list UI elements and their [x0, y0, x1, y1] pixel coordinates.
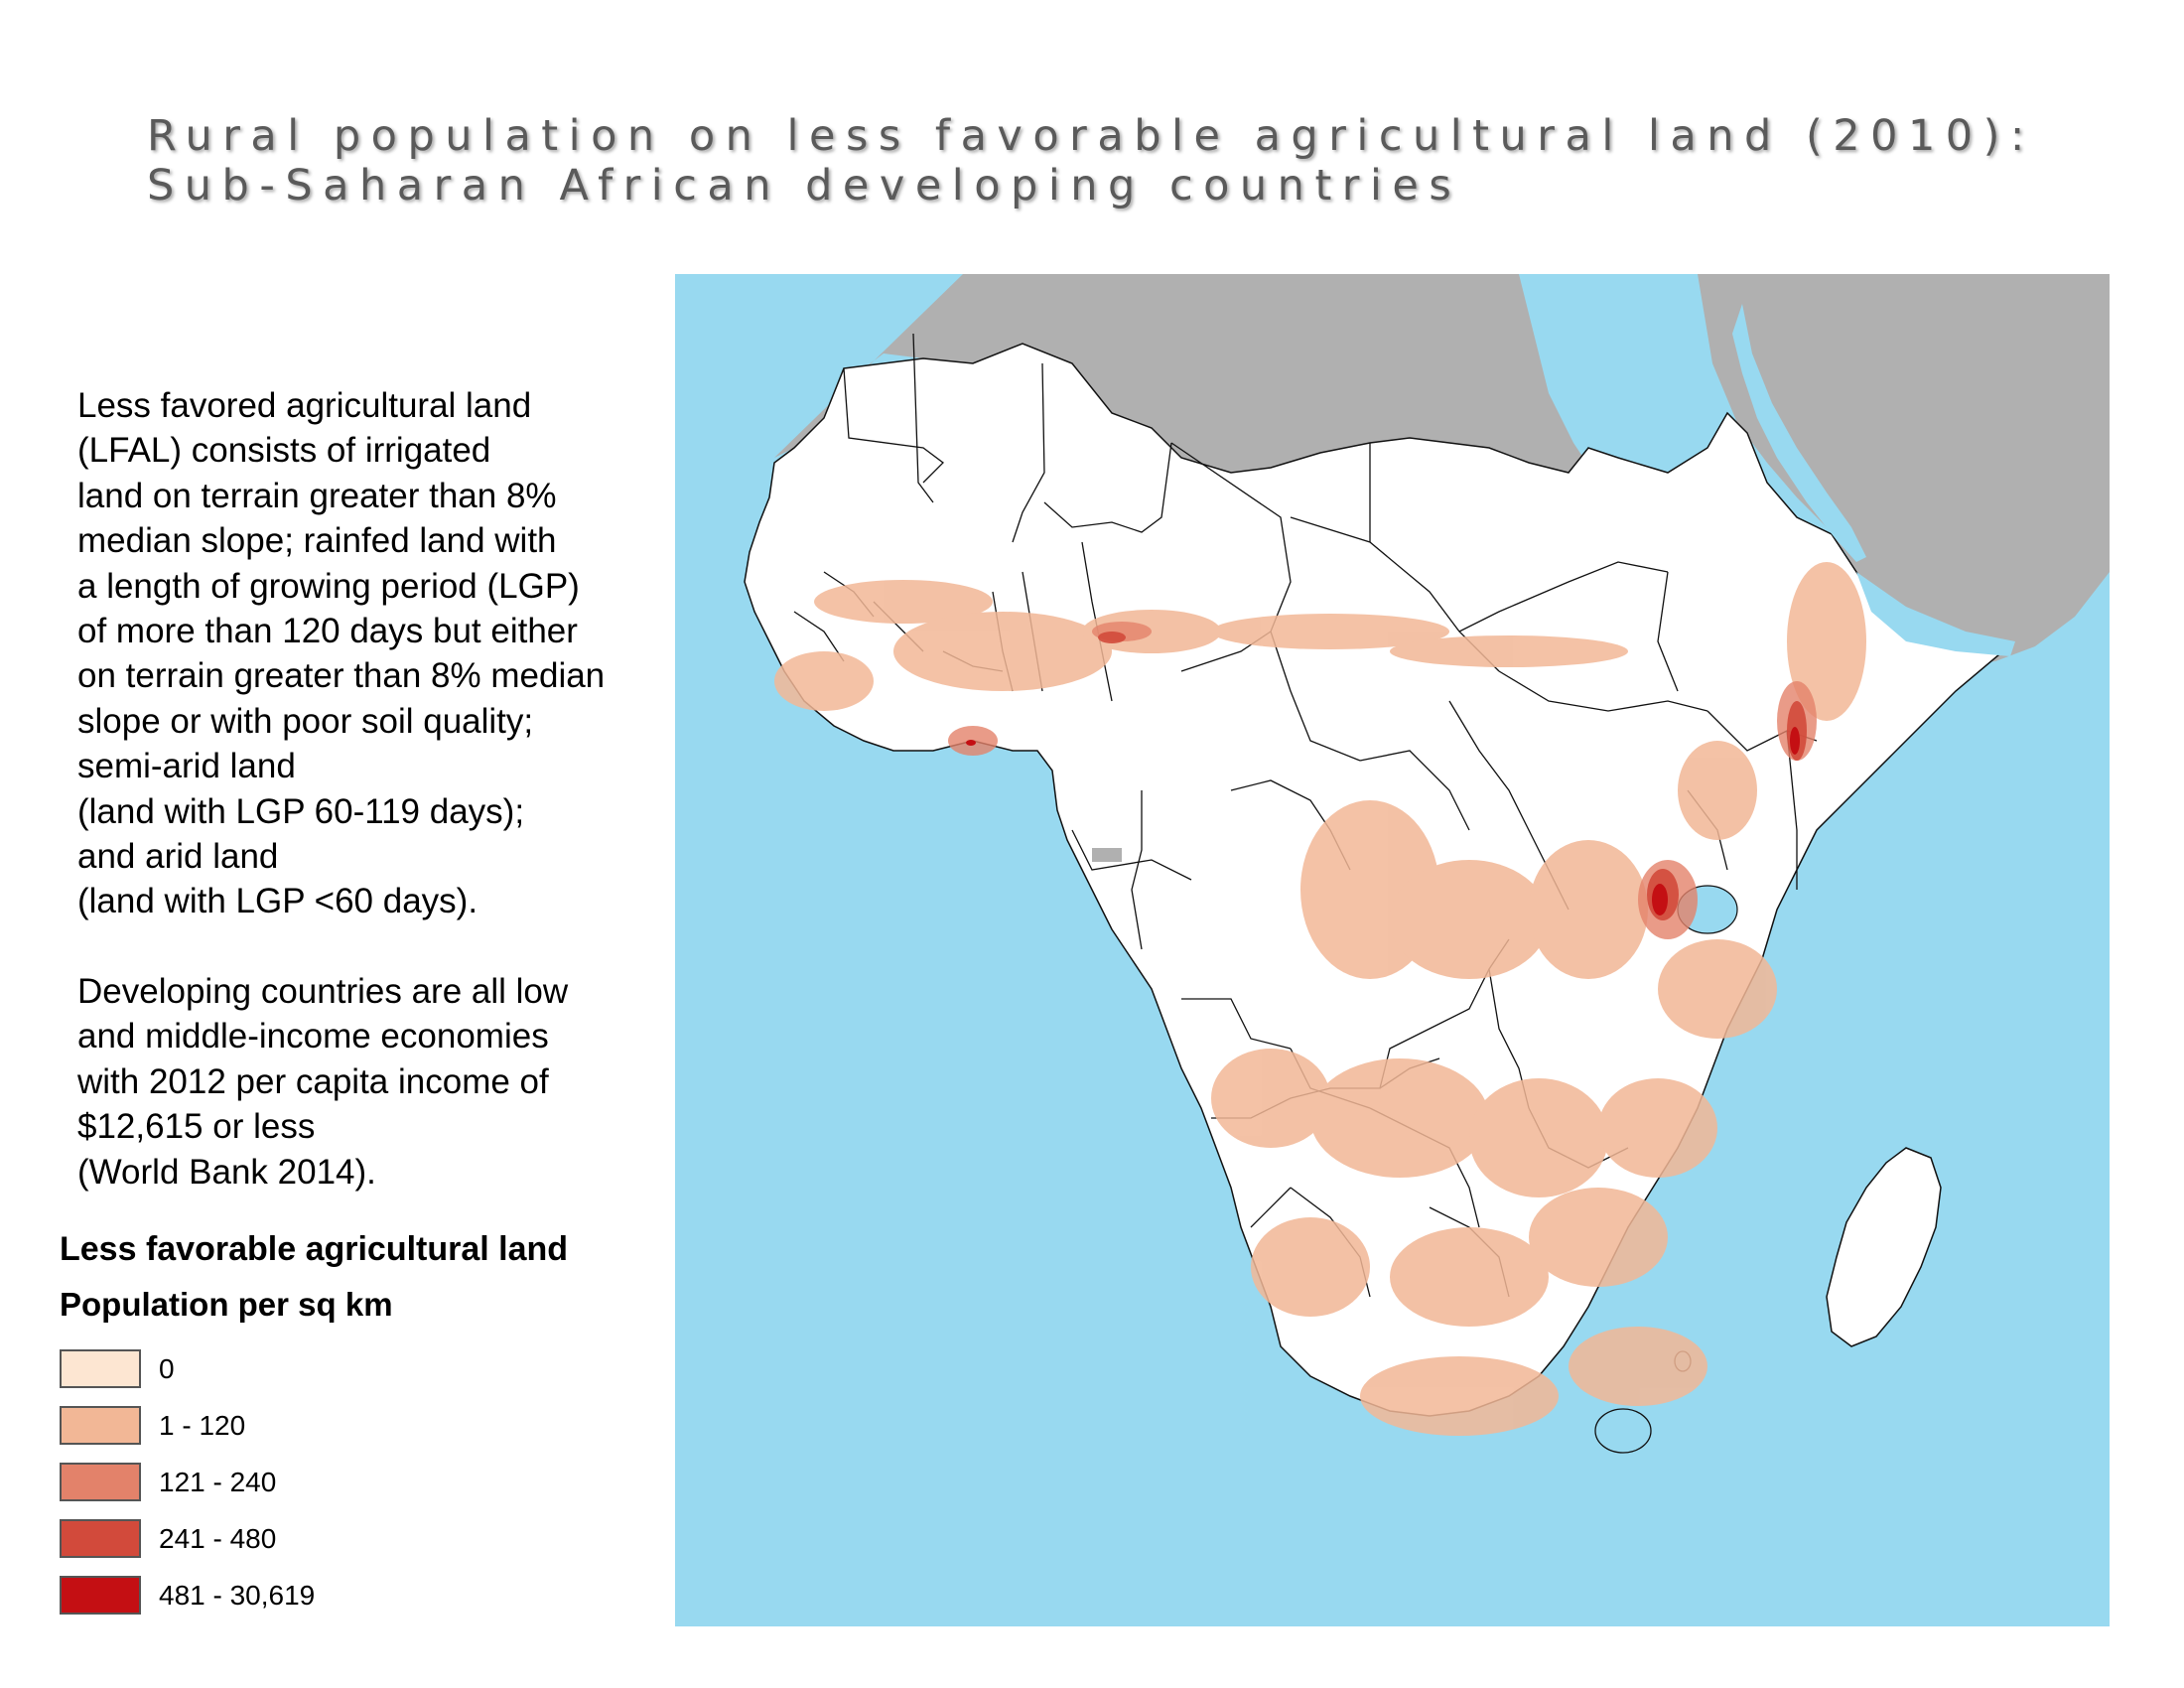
desc-line: semi-arid land [77, 747, 296, 786]
title-line-2: Sub-Saharan African developing countries [147, 161, 1462, 211]
density-patch [1360, 1356, 1559, 1436]
legend-item: 1 - 120 [60, 1397, 675, 1454]
density-patch [1678, 741, 1757, 840]
desc-line: on terrain greater than 8% median [77, 656, 606, 696]
density-class-1 [774, 562, 1866, 1436]
desc-line: Developing countries are all low [77, 971, 569, 1011]
desc-line: Less favored agricultural land [77, 386, 532, 425]
border [1071, 829, 1192, 881]
border [793, 611, 845, 662]
legend-item: 241 - 480 [60, 1510, 675, 1567]
desc-line: with 2012 per capita income of [77, 1061, 549, 1101]
desc-line: median slope; rainfed land with [77, 521, 557, 561]
density-patch [1390, 1227, 1549, 1327]
legend-swatch [60, 1406, 141, 1445]
border [1458, 561, 1669, 633]
border [1131, 790, 1143, 950]
density-patch [1251, 1217, 1370, 1317]
density-patch [774, 651, 874, 711]
border [1250, 1187, 1292, 1228]
desc-line: (land with LGP <60 days). [77, 882, 478, 921]
density-patch [1652, 884, 1668, 915]
border [1181, 998, 1292, 1050]
border [1270, 631, 1361, 762]
lesotho-outline [1594, 1408, 1652, 1454]
desc-line: of more than 120 days but either [77, 612, 578, 651]
density-class-4 [966, 727, 1800, 915]
density-patch [893, 612, 1112, 691]
border [1786, 730, 1798, 890]
legend-label: 481 - 30,619 [159, 1579, 316, 1611]
border [843, 367, 944, 484]
desc-line: (LFAL) consists of irrigated [77, 431, 491, 471]
desc-line: a length of growing period (LGP) [77, 566, 580, 606]
arabia-excluded [1698, 274, 2110, 666]
legend-swatch [60, 1519, 141, 1558]
legend-swatch [60, 1576, 141, 1615]
legend-swatch [60, 1463, 141, 1501]
desc-line: (land with LGP 60-119 days); [77, 791, 525, 831]
density-patch [1098, 632, 1126, 643]
border [912, 333, 934, 503]
density-patch [1529, 1188, 1668, 1287]
density-patch [1390, 635, 1628, 667]
desc-line: slope or with poor soil quality; [77, 701, 534, 741]
border [1498, 670, 1708, 712]
desc-line: $12,615 or less [77, 1107, 316, 1147]
density-patch [1469, 1078, 1608, 1197]
border [1657, 571, 1679, 692]
density-patch [1598, 1078, 1717, 1178]
density-patch [1569, 1327, 1707, 1406]
density-patch [1787, 562, 1866, 721]
density-patch [1790, 727, 1800, 755]
border [1012, 362, 1045, 543]
legend-label: 1 - 120 [159, 1409, 246, 1441]
density-patch [1658, 939, 1777, 1039]
africa-map [675, 274, 2110, 1626]
legend-label: 0 [159, 1352, 175, 1384]
red-sea [1732, 304, 1866, 562]
legend-item: 121 - 240 [60, 1454, 675, 1510]
legend-label: 241 - 480 [159, 1522, 277, 1554]
density-patch [814, 580, 993, 624]
equatorial-guinea-excluded [1092, 848, 1122, 862]
density-patch [1211, 614, 1449, 649]
legend-item: 0 [60, 1340, 675, 1397]
title-line-1: Rural population on less favorable agric… [147, 111, 2035, 161]
density-patch [1529, 840, 1648, 979]
legend-title: Less favorable agricultural land [60, 1230, 569, 1268]
density-patch [1390, 860, 1549, 979]
density-patch [1310, 1058, 1489, 1178]
desc-line: and middle-income economies [77, 1017, 549, 1056]
desc-line: and arid land [77, 837, 279, 877]
description-text: Less favored agricultural land (LFAL) co… [77, 383, 673, 1239]
map-title: Rural population on less favorable agric… [147, 111, 2033, 211]
desc-line: (World Bank 2014). [77, 1152, 376, 1192]
density-patch [1211, 1049, 1330, 1148]
border [1043, 442, 1172, 533]
description-lfal: Less favored agricultural land (LFAL) co… [77, 383, 673, 924]
border [1170, 442, 1292, 672]
density-patch [966, 740, 976, 746]
gulf-of-aden [1856, 572, 2015, 656]
map-panel [675, 274, 2110, 1626]
legend-swatch [60, 1349, 141, 1388]
description-developing: Developing countries are all low and mid… [77, 969, 673, 1195]
border [1359, 750, 1470, 831]
desc-line: land on terrain greater than 8% [77, 476, 557, 515]
madagascar [1826, 1147, 1942, 1347]
legend: Less favorable agricultural land Populat… [60, 1229, 675, 1623]
legend-label: 121 - 240 [159, 1466, 277, 1497]
legend-item: 481 - 30,619 [60, 1567, 675, 1623]
legend-subtitle: Population per sq km [60, 1286, 393, 1323]
